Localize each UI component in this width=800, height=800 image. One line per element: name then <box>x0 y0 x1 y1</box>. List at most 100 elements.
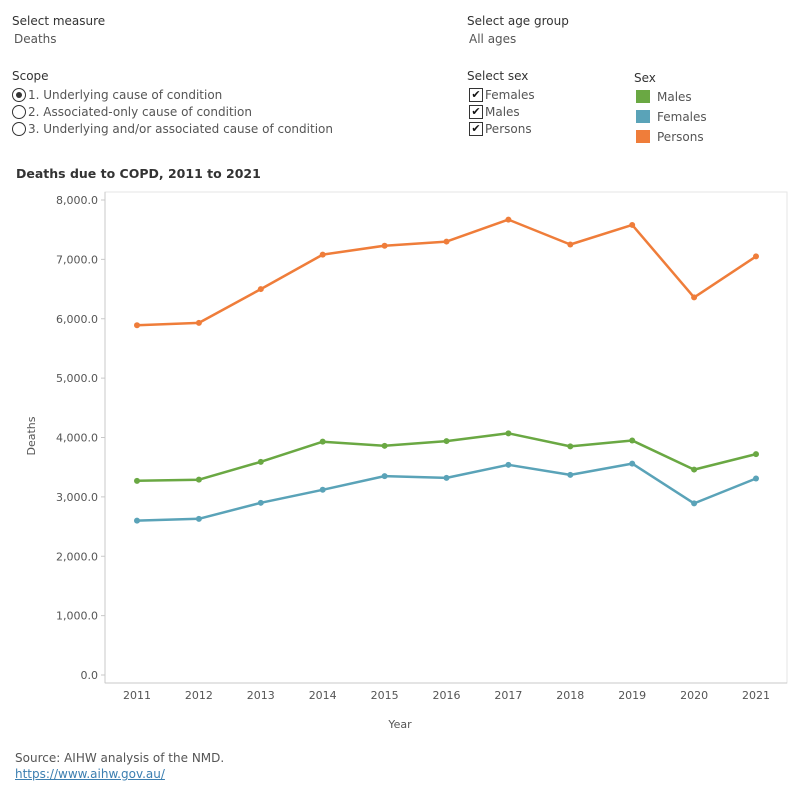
data-point-males[interactable] <box>753 451 759 458</box>
x-tick-label: 2014 <box>309 689 337 702</box>
legend-title: Sex <box>634 71 656 85</box>
data-point-persons[interactable] <box>567 241 574 248</box>
data-point-persons[interactable] <box>319 251 326 258</box>
legend-swatch <box>636 110 650 123</box>
data-point-persons[interactable] <box>753 253 759 260</box>
data-point-females[interactable] <box>319 486 326 493</box>
source-note: Source: AIHW analysis of the NMD. <box>15 751 225 765</box>
sex-option-males[interactable]: ✔ Males <box>469 103 520 120</box>
data-point-males[interactable] <box>567 443 574 450</box>
data-point-females[interactable] <box>381 473 388 480</box>
data-point-females[interactable] <box>257 499 264 506</box>
x-tick-label: 2015 <box>371 689 399 702</box>
scope-option-label: 1. Underlying cause of condition <box>28 87 223 102</box>
sex-option-label: Females <box>485 87 535 102</box>
sex-option-label: Males <box>485 104 520 119</box>
y-tick-label: 6,000.0 <box>56 313 98 326</box>
legend-swatch <box>636 130 650 143</box>
data-point-females[interactable] <box>195 515 202 522</box>
x-tick-label: 2021 <box>742 689 770 702</box>
y-tick-label: 4,000.0 <box>56 432 98 445</box>
data-point-females[interactable] <box>505 461 512 468</box>
data-point-males[interactable] <box>381 442 388 449</box>
scope-option-label: 3. Underlying and/or associated cause of… <box>28 121 333 136</box>
data-point-males[interactable] <box>319 438 326 445</box>
x-tick-label: 2012 <box>185 689 213 702</box>
legend-label: Males <box>657 89 692 104</box>
data-point-males[interactable] <box>257 458 264 465</box>
checkbox-checked-icon[interactable]: ✔ <box>469 87 483 102</box>
radio-selected-icon[interactable] <box>12 87 26 102</box>
y-axis-ticks: 0.0 1,000.0 2,000.0 3,000.0 4,000.0 5,000.0 6,… <box>56 194 105 682</box>
legend-label: Females <box>657 109 707 124</box>
plot-frame <box>104 191 788 684</box>
y-tick-label: 2,000.0 <box>56 550 98 563</box>
y-tick-label: 0.0 <box>81 669 99 682</box>
y-tick-label: 8,000.0 <box>56 194 98 207</box>
series-points <box>134 216 759 524</box>
scope-option-underlying[interactable]: 1. Underlying cause of condition <box>12 86 222 103</box>
legend-item-persons[interactable]: Persons <box>636 128 704 145</box>
x-tick-label: 2019 <box>618 689 646 702</box>
data-point-females[interactable] <box>753 475 759 482</box>
sex-option-females[interactable]: ✔ Females <box>469 86 535 103</box>
data-point-persons[interactable] <box>629 221 636 228</box>
checkbox-checked-icon[interactable]: ✔ <box>469 104 483 119</box>
y-tick-label: 3,000.0 <box>56 491 98 504</box>
x-axis-label: Year <box>387 718 412 731</box>
scope-option-label: 2. Associated-only cause of condition <box>28 104 252 119</box>
data-point-males[interactable] <box>629 437 636 444</box>
x-tick-label: 2011 <box>123 689 151 702</box>
data-point-persons[interactable] <box>691 294 698 301</box>
data-point-persons[interactable] <box>505 216 512 223</box>
sex-option-persons[interactable]: ✔ Persons <box>469 120 532 137</box>
sex-option-label: Persons <box>485 121 532 136</box>
data-point-females[interactable] <box>134 517 140 524</box>
measure-select[interactable]: Deaths <box>14 32 57 46</box>
source-link[interactable]: https://www.aihw.gov.au/ <box>15 767 165 781</box>
scope-label: Scope <box>12 69 49 83</box>
scope-option-underlying-and-associated[interactable]: 3. Underlying and/or associated cause of… <box>12 120 333 137</box>
data-point-females[interactable] <box>443 474 450 481</box>
data-point-males[interactable] <box>195 476 202 483</box>
age-group-label: Select age group <box>467 14 569 28</box>
y-tick-label: 5,000.0 <box>56 372 98 385</box>
x-tick-label: 2020 <box>680 689 708 702</box>
data-point-persons[interactable] <box>443 238 450 245</box>
data-point-persons[interactable] <box>257 286 264 293</box>
age-group-select[interactable]: All ages <box>469 32 517 46</box>
series-line-females[interactable] <box>136 462 757 522</box>
legend-label: Persons <box>657 129 704 144</box>
checkbox-checked-icon[interactable]: ✔ <box>469 121 483 136</box>
data-point-persons[interactable] <box>195 319 202 326</box>
data-point-persons[interactable] <box>381 242 388 249</box>
x-tick-label: 2013 <box>247 689 275 702</box>
x-tick-label: 2018 <box>556 689 584 702</box>
x-axis-ticks: 2011 2012 2013 2014 2015 2016 2017 2018 2019 2020… <box>123 689 770 702</box>
y-axis-label: Deaths <box>25 416 38 455</box>
x-tick-label: 2016 <box>433 689 461 702</box>
y-tick-label: 1,000.0 <box>56 610 98 623</box>
series-line-persons[interactable] <box>136 218 757 327</box>
data-point-males[interactable] <box>134 477 140 484</box>
legend-swatch <box>636 90 650 103</box>
scope-option-associated-only[interactable]: 2. Associated-only cause of condition <box>12 103 252 120</box>
data-point-males[interactable] <box>443 438 450 445</box>
radio-unselected-icon[interactable] <box>12 104 26 119</box>
data-point-persons[interactable] <box>134 322 140 329</box>
legend-item-males[interactable]: Males <box>636 88 692 105</box>
y-tick-label: 7,000.0 <box>56 253 98 266</box>
chart-axes <box>104 191 788 684</box>
legend-item-females[interactable]: Females <box>636 108 707 125</box>
data-point-females[interactable] <box>567 471 574 478</box>
data-point-females[interactable] <box>629 460 636 467</box>
chart-title: Deaths due to COPD, 2011 to 2021 <box>16 166 261 181</box>
data-point-males[interactable] <box>691 466 698 473</box>
radio-unselected-icon[interactable] <box>12 121 26 136</box>
data-point-males[interactable] <box>505 430 512 437</box>
data-point-females[interactable] <box>691 500 698 507</box>
select-sex-label: Select sex <box>467 69 529 83</box>
measure-label: Select measure <box>12 14 106 28</box>
x-tick-label: 2017 <box>494 689 522 702</box>
